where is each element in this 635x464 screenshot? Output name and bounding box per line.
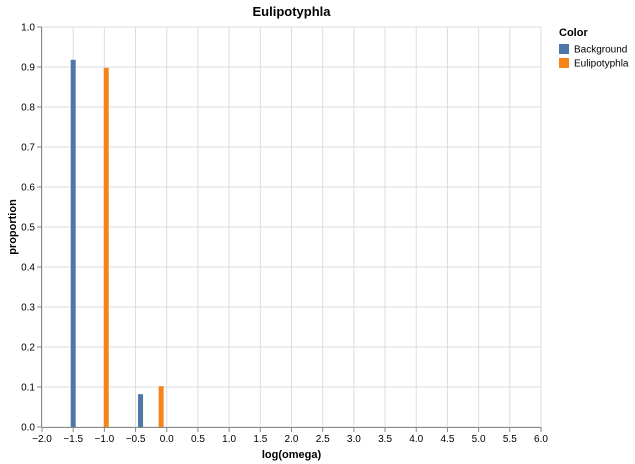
legend: Color Background Eulipotyphla [559,27,629,70]
bar-background [138,394,144,427]
bars [70,59,164,428]
legend-swatch-background [559,44,569,54]
x-tick-label: 4.5 [440,434,454,445]
x-tick-label: −1.0 [95,434,115,445]
axes: −2.0 −1.5 −1.0 −0.5 0.0 0.5 1.0 1.5 2.0 2.5 3.0 3.5… [21,23,548,446]
bar-background [70,59,76,428]
x-tick-label: 2.5 [316,434,330,445]
x-tick-label: 5.5 [503,434,517,445]
legend-label-background: Background [574,45,627,56]
legend-title: Color [559,27,588,39]
grid-lines [41,26,542,428]
x-tick-label: 0.0 [160,434,174,445]
x-tick-label: 3.5 [378,434,392,445]
y-tick-label: 0.5 [21,223,35,234]
y-tick-label: 0.0 [21,423,35,434]
legend-label-eulipotyphla: Eulipotyphla [574,59,629,70]
x-tick-label: 3.0 [347,434,361,445]
y-axis-title: proportion [7,199,19,255]
bar-eulipotyphla [158,386,164,427]
x-tick-label: 1.5 [253,434,267,445]
x-tick-label: 5.0 [472,434,486,445]
x-tick-label: 6.0 [534,434,548,445]
x-tick-label: 0.5 [191,434,205,445]
y-tick-label: 0.2 [21,343,35,354]
x-tick-label: −2.0 [32,434,52,445]
y-tick-label: 0.4 [21,263,35,274]
x-axis-title: log(omega) [262,449,322,461]
y-tick-label: 0.1 [21,383,35,394]
x-tick-label: 2.0 [285,434,299,445]
legend-swatch-eulipotyphla [559,58,569,68]
x-tick-label: −1.5 [63,434,83,445]
y-tick-label: 0.3 [21,303,35,314]
x-tick-label: 1.0 [222,434,236,445]
y-tick-label: 0.7 [21,143,35,154]
x-tick-label: 4.0 [409,434,423,445]
x-tick-label: −0.5 [126,434,146,445]
y-tick-label: 0.6 [21,183,35,194]
chart-title: Eulipotyphla [253,4,332,19]
bar-eulipotyphla [103,67,109,428]
y-tick-label: 1.0 [21,23,35,34]
y-tick-label: 0.9 [21,63,35,74]
y-tick-label: 0.8 [21,103,35,114]
